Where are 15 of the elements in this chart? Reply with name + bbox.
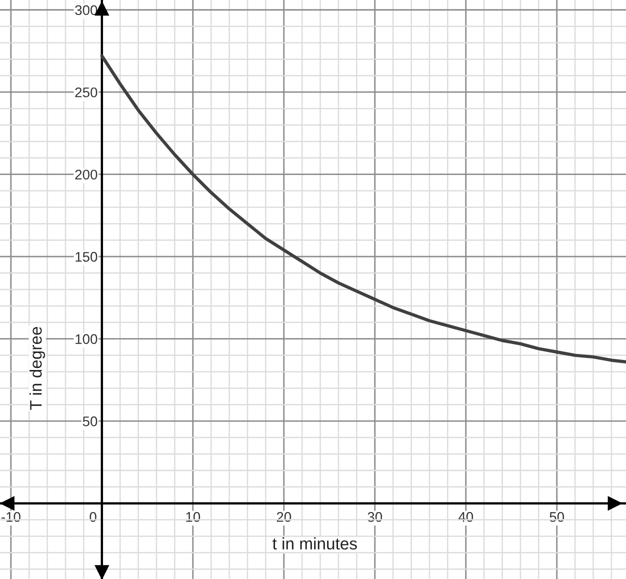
x-tick-label: 50: [550, 512, 564, 522]
x-tick-label: -10: [2, 512, 20, 522]
x-axis-title: t in minutes: [272, 537, 357, 550]
line-series: [100, 54, 626, 364]
y-tick-label: 50: [82, 416, 98, 426]
y-tick-label: 200: [75, 170, 98, 180]
y-tick-label: 300: [75, 5, 98, 16]
x-tick-label: 10: [186, 512, 200, 522]
x-tick-label: 20: [276, 512, 292, 522]
y-tick-label: 250: [75, 87, 98, 98]
x-tick-label: 40: [458, 512, 474, 522]
y-axis-title: T in degree: [30, 326, 46, 410]
x-tick-label: 30: [368, 512, 382, 522]
y-tick-label: 150: [76, 252, 98, 262]
y-tick-label: 100: [76, 334, 98, 344]
